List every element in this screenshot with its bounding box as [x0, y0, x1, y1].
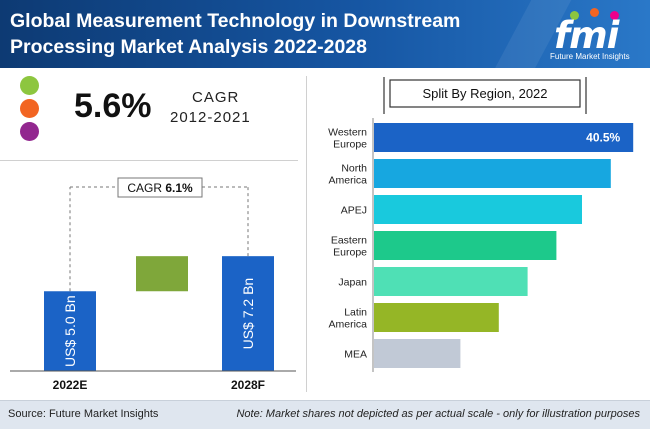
title-line-1: Global Measurement Technology in Downstr… — [10, 10, 461, 32]
region-category-label: Latin America — [328, 307, 367, 331]
cagr-label: CAGR — [192, 89, 240, 106]
fmi-logo: fmi Future Market Insights — [548, 6, 646, 62]
region-bar-0 — [374, 123, 634, 152]
region-bar-4 — [374, 267, 528, 296]
region-category-label: Eastern Europe — [331, 235, 367, 259]
growth-block — [136, 256, 188, 292]
region-title-box — [389, 79, 581, 108]
horizontal-divider — [0, 160, 298, 161]
cagr-annotation-text: CAGR 6.1% — [127, 181, 193, 195]
region-split-chart: Split By Region, 2022 Western Europe 40.5% N… — [328, 77, 634, 372]
region-data-label: 40.5% — [586, 131, 620, 145]
logo-dot-green — [570, 11, 579, 20]
size-bar-2028F — [222, 256, 274, 371]
vertical-divider — [306, 76, 307, 392]
purple-dot — [20, 122, 39, 141]
size-value-label: US$ 5.0 Bn — [62, 295, 78, 367]
size-value-label: US$ 7.2 Bn — [240, 278, 256, 350]
size-category-label: 2028F — [231, 378, 265, 392]
region-category-label: Japan — [338, 277, 367, 289]
size-category-label: 2022E — [53, 378, 88, 392]
market-size-chart: US$ 5.0 Bn 2022E US$ 7.2 Bn 2028F CAGR 6.1% — [10, 177, 296, 392]
cagr-annotation-box — [117, 177, 203, 198]
region-bar-5 — [374, 303, 499, 332]
orange-dot — [20, 99, 39, 118]
region-bar-6 — [374, 339, 461, 368]
cagr-period: 2012-2021 — [170, 109, 251, 126]
logo-dot-pink — [610, 11, 619, 20]
logo-subtitle: Future Market Insights — [550, 52, 630, 61]
cagr-value: 5.6% — [74, 87, 152, 125]
logo-text: fmi — [554, 14, 619, 57]
green-dot — [20, 76, 39, 95]
page-title: Global Measurement Technology in Downstr… — [10, 8, 530, 60]
footer-bar: Source: Future Market Insights Note: Mar… — [0, 400, 650, 429]
size-bar-2022E — [44, 291, 96, 371]
title-line-2: Processing Market Analysis 2022-2028 — [10, 36, 367, 58]
source-text: Source: Future Market Insights — [8, 408, 159, 420]
region-bar-3 — [374, 231, 557, 260]
region-bar-1 — [374, 159, 611, 188]
note-text: Note: Market shares not depicted as per … — [236, 408, 640, 420]
region-chart-title: Split By Region, 2022 — [422, 86, 547, 101]
region-category-label: APEJ — [341, 205, 367, 217]
region-category-label: Western Europe — [328, 127, 367, 151]
region-category-label: MEA — [344, 349, 367, 361]
region-category-label: North America — [328, 163, 367, 187]
header-banner: Global Measurement Technology in Downstr… — [0, 0, 650, 68]
region-bar-2 — [374, 195, 582, 224]
logo-dot-orange — [590, 8, 599, 17]
